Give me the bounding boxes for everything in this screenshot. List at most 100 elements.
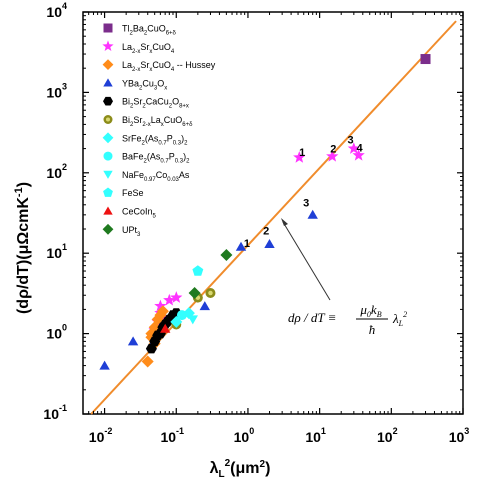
x-tick-label: 101: [305, 426, 326, 445]
legend-item: [102, 59, 114, 70]
legend-item: [103, 115, 113, 124]
legend-item: [103, 170, 113, 179]
legend-label: NaFe0.97Co0.03As: [122, 170, 190, 183]
y-tick-label: 104: [46, 1, 67, 20]
y-axis-title: (dρ/dT)(μΩcmK-1): [13, 182, 32, 314]
data-point: [127, 336, 139, 346]
y-tick-label: 100: [46, 323, 67, 342]
point-annotation: 2: [263, 226, 269, 238]
point-annotation: 1: [244, 238, 250, 250]
legend-label: FeSe: [122, 188, 144, 198]
series-7: [176, 310, 187, 321]
data-point: [326, 149, 339, 162]
point-annotation: 4: [356, 143, 363, 155]
legend-item: [103, 206, 113, 215]
svg-text:dρ / dT ≡: dρ / dT ≡: [288, 310, 336, 325]
point-annotation: 3: [347, 135, 353, 147]
legend-marker: [103, 23, 113, 33]
legend-label: BaFe2(As0.7P0.3)2: [122, 152, 190, 165]
legend-item: [102, 40, 114, 51]
legend-label: La2-xSrxCuO4: [122, 42, 175, 55]
point-annotation: 2: [330, 143, 336, 155]
data-point: [188, 287, 201, 299]
legend-marker: [103, 151, 113, 161]
data-point: [293, 151, 306, 163]
svg-text:λL2: λL2: [392, 310, 407, 328]
data-point: [99, 360, 110, 370]
data-point: [156, 305, 169, 318]
point-annotation: 1: [299, 147, 305, 159]
data-point: [420, 54, 431, 65]
legend-label: UPt3: [122, 225, 141, 238]
legend-item: [103, 187, 113, 197]
series-4: [145, 308, 182, 354]
y-tick-label: 101: [46, 242, 67, 261]
equation-arrow: [281, 218, 331, 301]
data-point: [220, 249, 233, 261]
legend-marker-highlight: [105, 117, 111, 122]
legend-label: Bi2Sr2CaCu2O8+x: [122, 97, 189, 110]
data-point: [145, 343, 157, 354]
data-point: [154, 299, 167, 312]
legend-marker: [103, 78, 113, 87]
legend-label: Tl2Ba2CuO6+δ: [122, 24, 177, 37]
data-point: [264, 239, 275, 248]
plot-area: [82, 11, 464, 415]
svg-text:ħ: ħ: [369, 322, 376, 337]
series-11: [188, 249, 233, 299]
x-tick-label: 102: [377, 426, 398, 445]
series-10: [160, 323, 171, 333]
y-tick-label: 103: [46, 81, 67, 100]
legend-item: [103, 78, 113, 87]
data-point: [160, 323, 171, 333]
data-point: [176, 310, 187, 321]
data-point-highlight: [208, 290, 213, 296]
x-axis-title: λL2(μm2): [210, 458, 271, 480]
x-tick-label: 103: [449, 426, 470, 445]
data-point: [170, 291, 183, 303]
legend-marker: [103, 206, 113, 215]
legend-label: Bi2Sr2-xLaxCuO6+δ: [122, 115, 193, 128]
legend-label: La2-xSrxCuO4 -- Hussey: [122, 60, 216, 73]
legend-marker: [102, 40, 114, 51]
legend-label: CeCoIn5: [122, 207, 157, 220]
svg-text:(dρ/dT)(μΩcmK-1): (dρ/dT)(μΩcmK-1): [13, 182, 32, 314]
legend-item: [103, 96, 113, 106]
legend-marker: [103, 96, 113, 106]
legend-item: [102, 223, 114, 235]
equation: dρ / dT ≡ μ0kB ħ λL2: [288, 302, 407, 337]
data-point: [199, 301, 210, 311]
legend-item: [103, 23, 113, 33]
legend: Tl2Ba2CuO6+δ La2-xSrxCuO4 La2-xSrxCuO4 -- …: [102, 23, 216, 238]
legend-marker: [103, 170, 113, 179]
svg-text:λL2(μm2): λL2(μm2): [210, 458, 271, 480]
series-0: [420, 54, 431, 65]
data-points: [99, 54, 431, 370]
legend-item: [103, 151, 113, 161]
axis-ticks: 10-2 10-1 100 101 102 103 10-1 100 101 102 103 104: [43, 1, 469, 445]
y-tick-label: 10-1: [43, 403, 67, 422]
data-point: [141, 355, 154, 368]
plot-frame: [82, 11, 464, 415]
data-point: [307, 209, 318, 219]
data-point: [192, 265, 204, 276]
data-point: [352, 148, 365, 161]
legend-label: YBa2Cu3Ox: [122, 78, 167, 91]
legend-label: SrFe2(As0.7P0.3)2: [122, 133, 188, 146]
legend-marker: [102, 223, 114, 235]
data-point: [347, 142, 360, 154]
y-tick-label: 102: [46, 162, 67, 181]
data-point: [235, 241, 247, 251]
svg-text:μ0kB: μ0kB: [359, 302, 381, 319]
legend-item: [102, 132, 114, 144]
series-8: [187, 315, 198, 325]
data-point: [187, 315, 198, 325]
legend-marker: [102, 59, 114, 70]
data-point: [163, 293, 176, 306]
point-annotation: 3: [303, 198, 309, 210]
x-tick-label: 10-2: [89, 426, 113, 445]
x-tick-label: 10-1: [160, 426, 184, 445]
legend-marker: [102, 132, 114, 144]
